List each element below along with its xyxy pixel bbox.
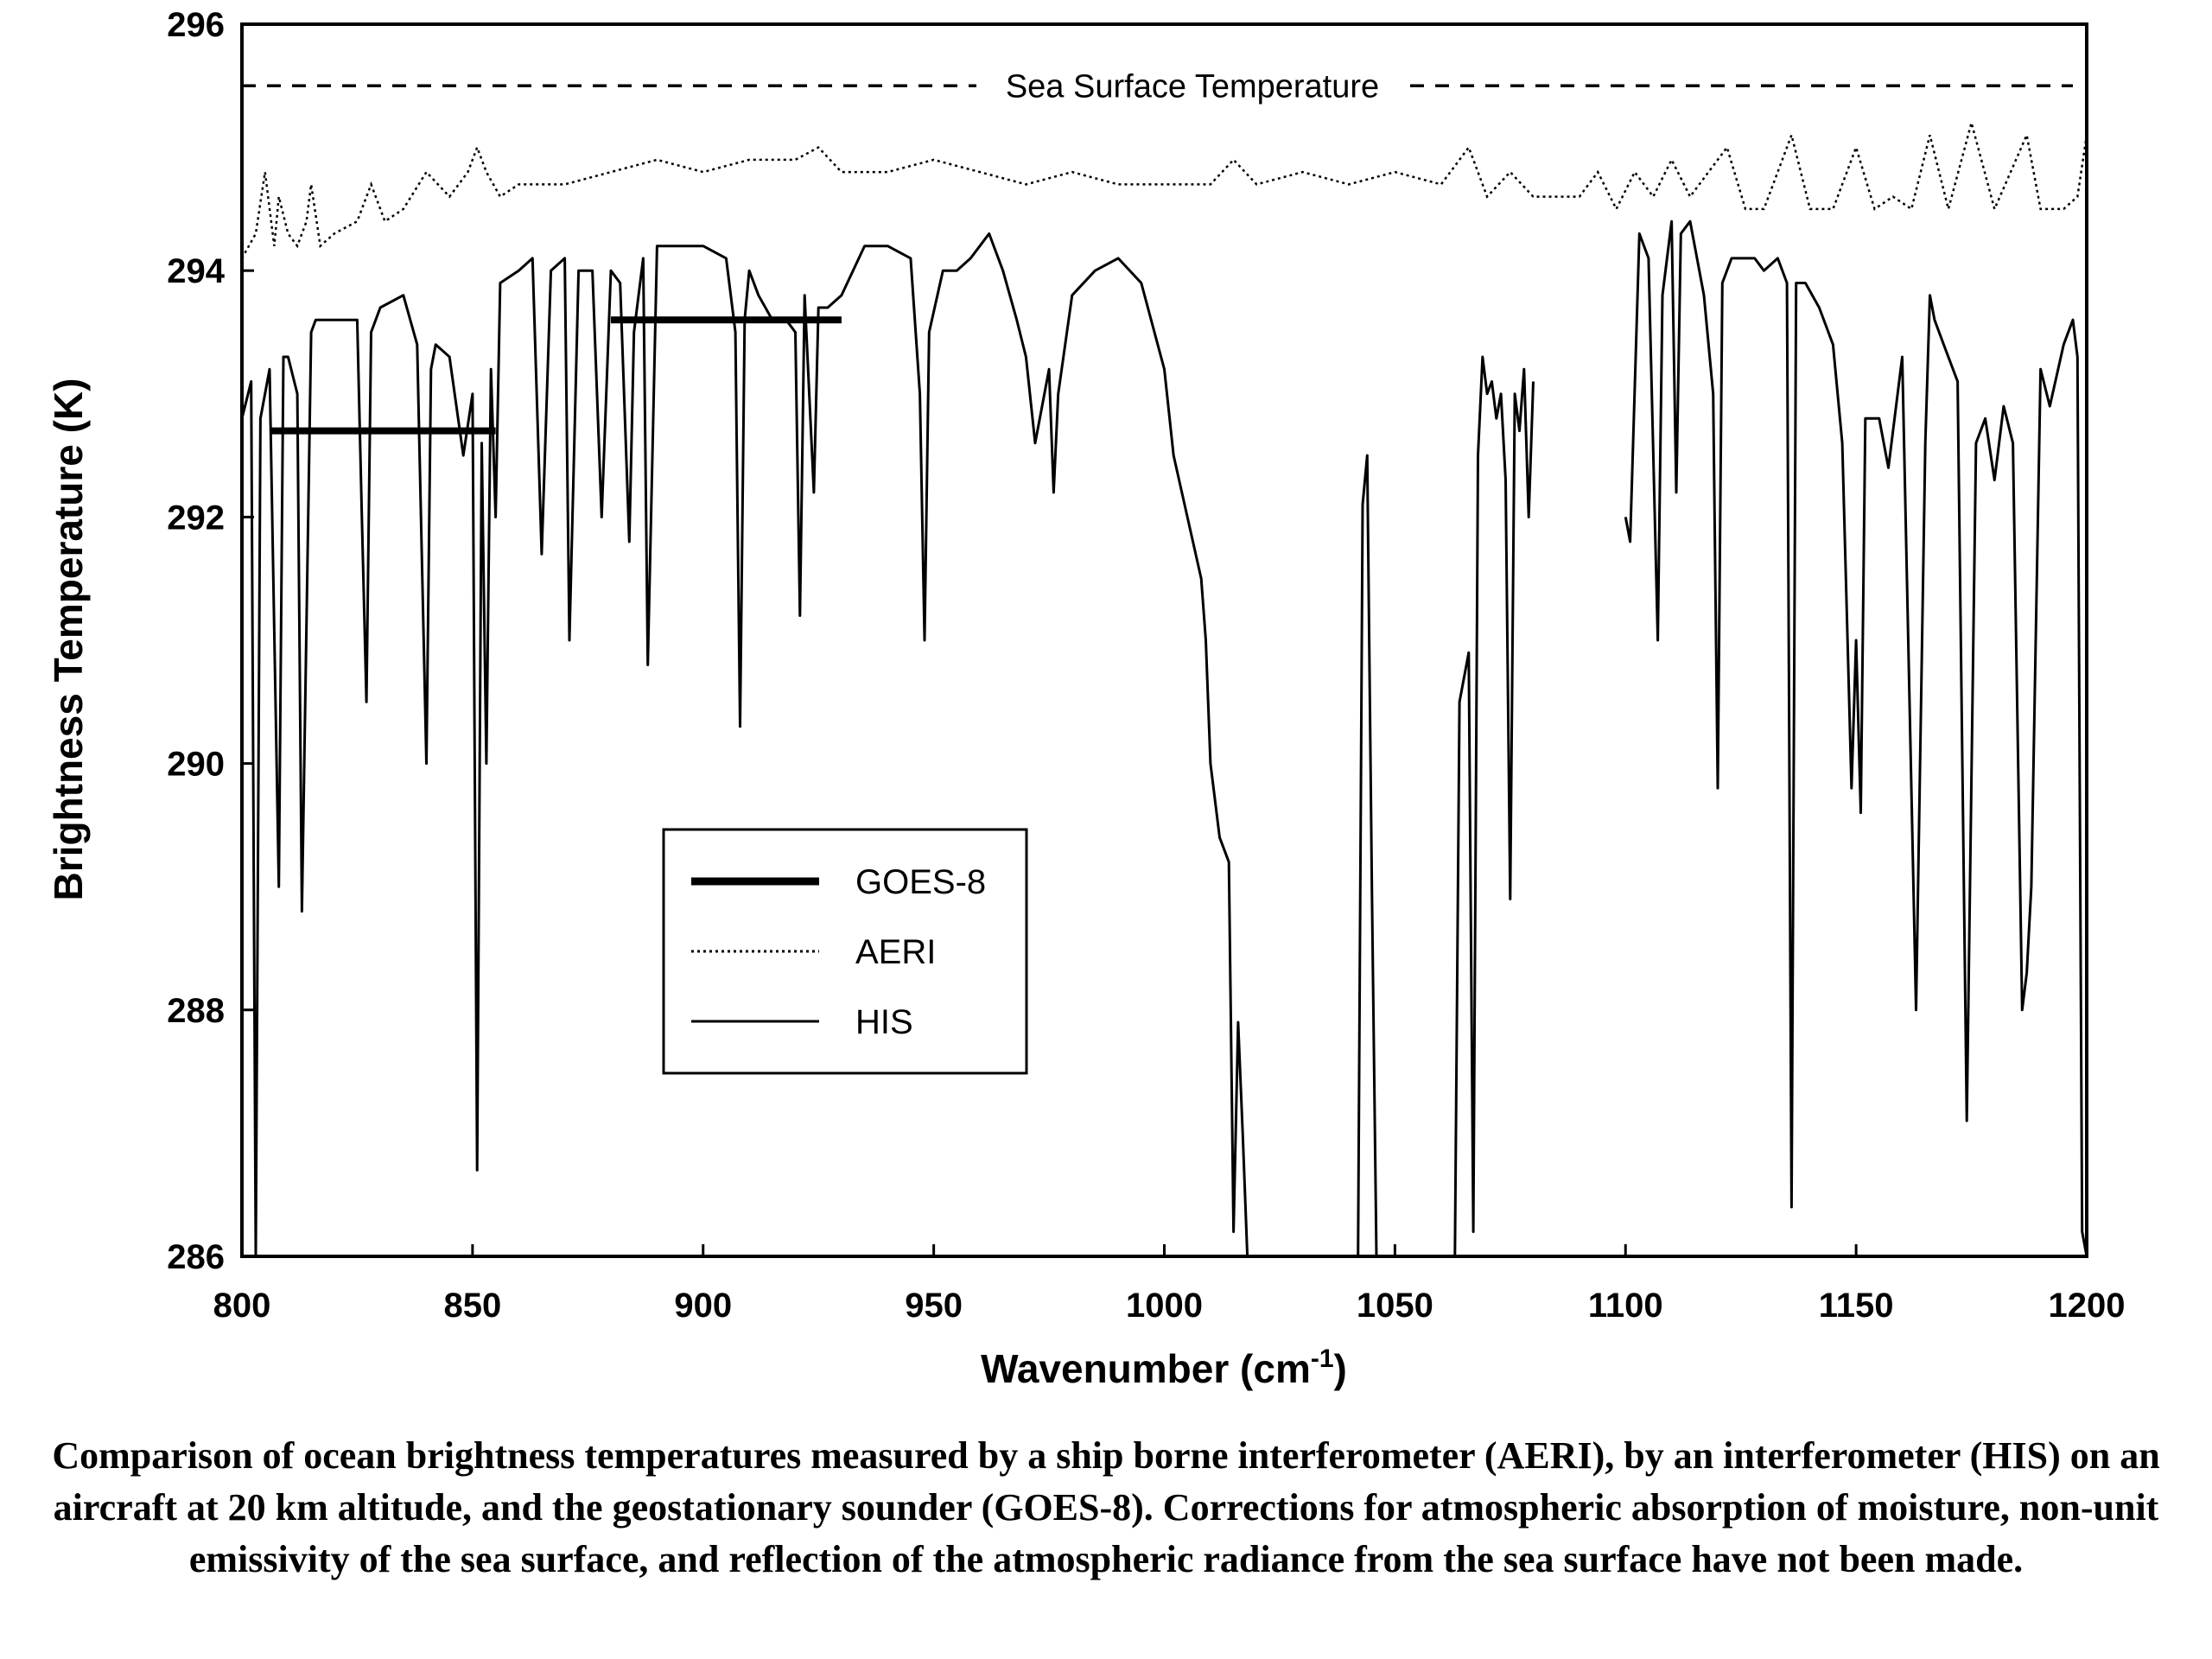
series-his-line-3: [1624, 219, 2088, 1257]
x-tick-label-8: 1200: [2049, 1287, 2126, 1325]
y-tick-label-4: 294: [167, 252, 225, 290]
series-his-line-0: [240, 232, 1249, 1258]
legend-label-aeri: AERI: [855, 933, 936, 971]
series-aeri-line-0: [240, 118, 2088, 259]
legend-label-goes8: GOES-8: [855, 863, 986, 901]
y-tick-label-5: 296: [167, 6, 225, 44]
x-tick-label-4: 1000: [1126, 1287, 1203, 1325]
x-tick-label-3: 950: [905, 1287, 963, 1325]
figure-caption: Comparison of ocean brightness temperatu…: [52, 1434, 2160, 1580]
series-his-line-1: [1357, 454, 1378, 1257]
x-tick-label-5: 1050: [1357, 1287, 1433, 1325]
axis-ticks: 800 850 900 950 1000 1050 1100 1150 1200 286 288 29…: [167, 6, 2125, 1325]
x-tick-label-7: 1150: [1819, 1287, 1894, 1325]
series-his-line-2: [1453, 355, 1535, 1257]
y-tick-label-3: 292: [167, 499, 225, 537]
x-tick-label-0: 800: [213, 1287, 271, 1325]
y-tick-label-0: 286: [167, 1238, 225, 1276]
sea-surface-temperature-annotation: Sea Surface Temperature: [242, 68, 2073, 105]
x-tick-label-6: 1100: [1588, 1287, 1663, 1325]
legend-label-his: HIS: [855, 1003, 913, 1041]
y-axis-title: Brightness Temperature (K): [46, 378, 91, 901]
x-tick-label-1: 850: [444, 1287, 502, 1325]
y-tick-label-2: 290: [167, 746, 225, 784]
x-axis-title: Wavenumber (cm-1): [981, 1344, 1347, 1391]
plot-series: [240, 118, 2088, 1258]
y-tick-label-1: 288: [167, 992, 225, 1030]
legend: GOES-8 AERI HIS: [662, 828, 1028, 1075]
x-tick-label-2: 900: [674, 1287, 732, 1325]
sst-label: Sea Surface Temperature: [1006, 68, 1379, 105]
